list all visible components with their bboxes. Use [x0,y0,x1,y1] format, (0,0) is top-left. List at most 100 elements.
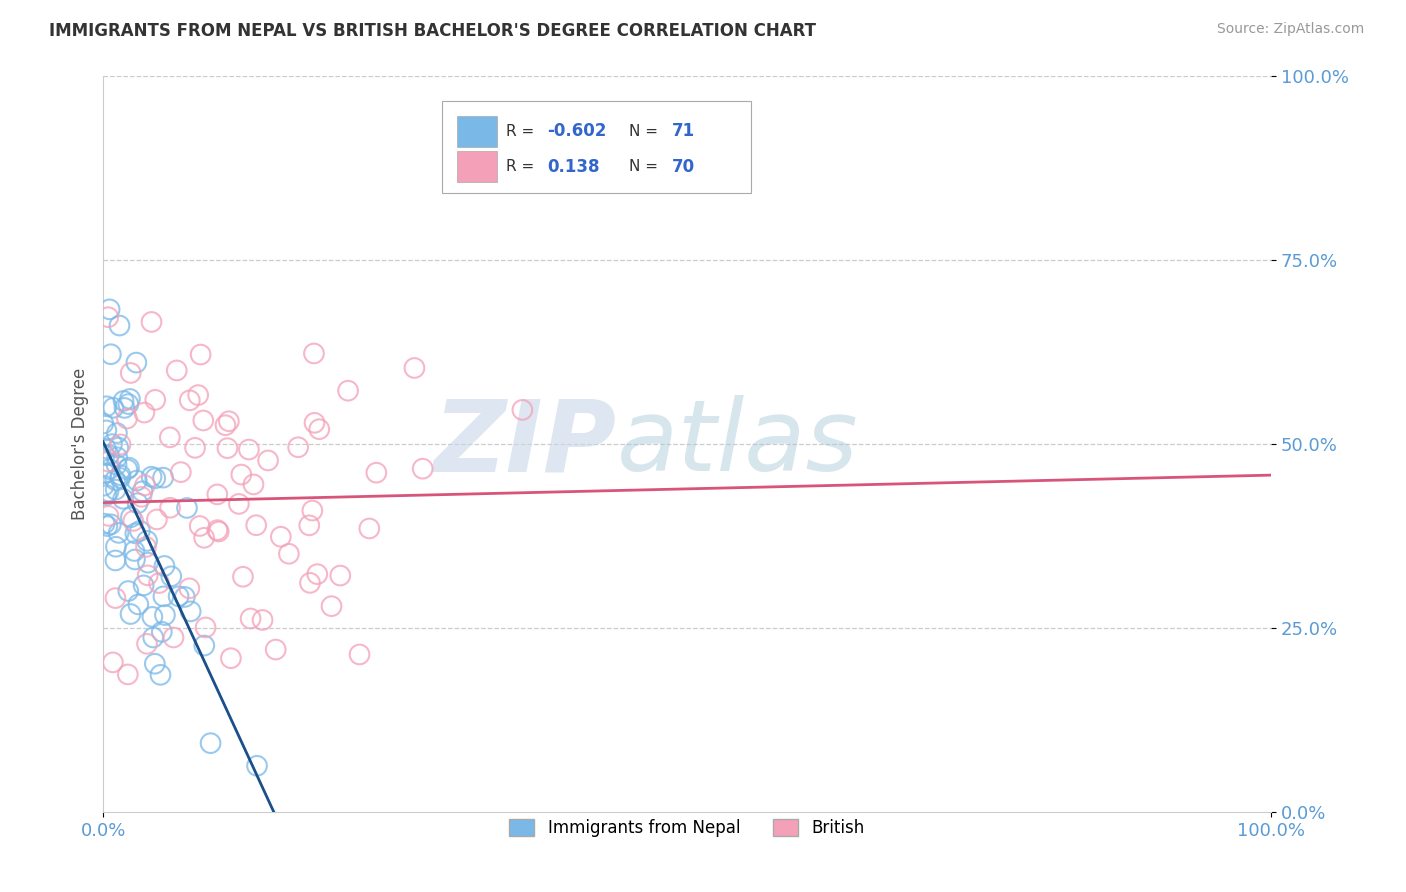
Point [117,584,139,599]
Point [167,590,190,604]
Point [100,517,122,532]
Point [124,526,146,541]
Point [159,430,181,444]
Point [127,496,149,510]
Point [97,508,120,523]
Point [110,468,132,483]
Legend: Immigrants from Nepal, British: Immigrants from Nepal, British [502,813,872,844]
Point [302,346,325,360]
Point [308,422,330,436]
Point [105,450,128,465]
Point [232,570,254,584]
Point [98,462,121,476]
Point [141,315,163,329]
Point [97,448,120,462]
Point [120,607,142,621]
Point [93,478,115,492]
Point [108,471,131,485]
Point [101,437,124,451]
Point [245,518,267,533]
Point [117,462,139,476]
Point [124,544,146,558]
Point [359,521,381,535]
Point [190,347,212,361]
Point [125,474,148,488]
Point [301,503,323,517]
Point [104,540,127,554]
Point [120,510,142,524]
FancyBboxPatch shape [457,152,496,182]
Point [238,442,260,457]
Point [96,519,118,533]
Point [120,366,142,380]
Point [104,483,127,497]
Point [193,531,215,545]
Point [184,441,207,455]
Point [134,406,156,420]
Point [136,556,159,570]
Point [187,388,209,402]
Point [93,448,115,462]
Point [257,453,280,467]
Point [134,478,156,492]
Point [112,491,135,506]
Point [166,363,188,377]
Point [150,624,173,639]
Point [217,441,239,455]
Point [242,477,264,491]
Point [132,578,155,592]
Point [107,525,129,540]
Y-axis label: Bachelor's Degree: Bachelor's Degree [72,368,89,520]
Point [135,540,157,554]
Point [270,530,292,544]
Point [105,426,128,441]
Point [98,302,121,317]
Point [193,413,215,427]
Point [96,399,118,413]
Point [219,651,242,665]
Point [162,631,184,645]
Point [264,642,287,657]
Point [143,471,166,485]
Point [141,469,163,483]
Point [124,552,146,566]
Point [194,620,217,634]
Point [108,318,131,333]
Point [125,355,148,369]
Point [96,423,118,437]
Point [93,516,115,531]
Point [512,403,534,417]
Point [152,470,174,484]
Point [159,500,181,515]
Text: N =: N = [628,124,658,139]
Text: R =: R = [506,124,534,139]
Text: ZIP: ZIP [434,395,617,492]
Point [129,524,152,538]
Point [101,656,124,670]
Point [152,590,174,604]
Point [105,458,128,472]
Point [349,648,371,662]
Point [143,657,166,671]
Point [246,759,269,773]
Point [412,461,434,475]
Point [94,467,117,481]
Point [179,393,201,408]
Point [228,497,250,511]
Point [97,484,120,499]
Point [117,397,139,411]
Point [115,411,138,425]
Point [118,460,141,475]
Point [304,416,326,430]
Point [179,582,201,596]
Point [160,569,183,583]
Point [153,608,176,623]
Point [131,490,153,504]
Point [122,514,145,528]
Point [97,310,120,325]
FancyBboxPatch shape [457,116,496,147]
Point [277,547,299,561]
Point [104,473,127,487]
Point [136,568,159,582]
Text: IMMIGRANTS FROM NEPAL VS BRITISH BACHELOR'S DEGREE CORRELATION CHART: IMMIGRANTS FROM NEPAL VS BRITISH BACHELO… [49,22,817,40]
